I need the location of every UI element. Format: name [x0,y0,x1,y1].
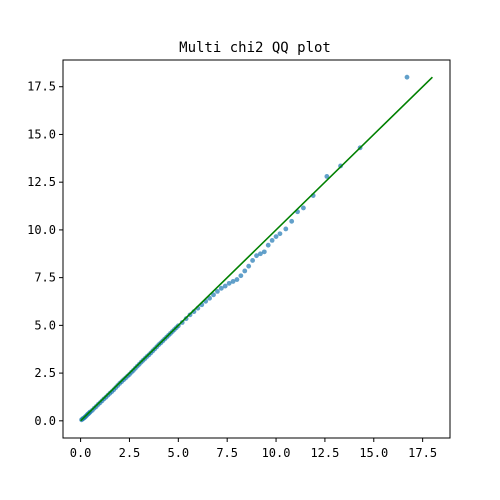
data-point [226,280,232,286]
x-tick-label: 7.5 [216,446,238,460]
data-point [211,292,216,298]
data-point [250,258,255,263]
data-point [215,288,220,294]
data-point [238,273,244,279]
y-tick-label: 0.0 [34,414,56,428]
data-point [261,249,267,255]
data-point [269,238,275,243]
data-point [301,205,306,211]
data-point [254,253,259,259]
chart-title: Multi chi2 QQ plot [179,40,331,56]
data-point [222,283,228,289]
y-tick-label: 2.5 [34,366,56,380]
x-tick-label: 2.5 [119,446,141,460]
y-tick-label: 17.5 [27,80,56,94]
data-point [273,234,279,239]
y-tick-label: 12.5 [27,175,56,189]
x-tick-label: 10.0 [262,446,291,460]
data-point [242,268,248,274]
y-tick-label: 5.0 [34,318,56,332]
axes: 0.0 2.5 5.0 7.5 10.0 12.5 15.0 17.5 0.0 2.5 5.0 7.5… [27,59,451,460]
data-point [283,226,289,232]
data-point [324,174,330,179]
data-point [230,279,236,284]
data-point [289,218,295,224]
reference-line [80,76,433,422]
data-point [265,242,271,248]
x-tick-label: 17.5 [408,446,437,460]
axes-frame [62,59,451,439]
y-tick-label: 7.5 [34,271,56,285]
x-tick-label: 0.0 [70,446,92,460]
x-tick-label: 12.5 [310,446,339,460]
y-tick-label: 15.0 [27,127,56,141]
data-point [404,74,410,80]
data-point [234,277,240,282]
x-tick-label: 5.0 [167,446,189,460]
data-point [246,263,252,269]
y-tick-label: 10.0 [27,223,56,237]
data-point [258,251,263,257]
x-tick-label: 15.0 [359,446,388,460]
data-point [218,285,224,291]
data-point [277,231,283,237]
plot-area [79,74,433,423]
